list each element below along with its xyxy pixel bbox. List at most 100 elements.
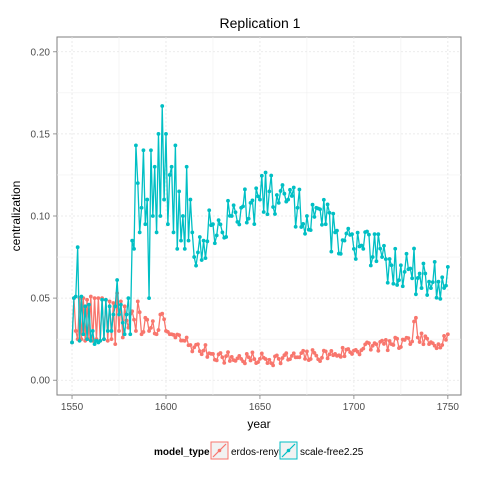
grid: [57, 37, 461, 395]
point-scale-free2-25: [154, 230, 159, 235]
point-scale-free2-25: [436, 279, 441, 284]
point-scale-free2-25: [391, 281, 396, 286]
point-scale-free2-25: [190, 230, 195, 235]
point-scale-free2-25: [286, 197, 291, 202]
point-erdos-renyi: [320, 355, 324, 360]
point-scale-free2-25: [250, 198, 255, 203]
point-erdos-renyi: [196, 342, 200, 347]
point-erdos-renyi: [265, 361, 270, 366]
point-scale-free2-25: [233, 210, 238, 215]
point-scale-free2-25: [312, 215, 317, 219]
point-scale-free2-25: [156, 131, 161, 136]
point-erdos-renyi: [445, 332, 450, 337]
point-erdos-renyi: [147, 329, 151, 333]
point-erdos-renyi: [263, 357, 268, 361]
point-erdos-renyi: [440, 343, 445, 347]
point-scale-free2-25: [423, 271, 428, 276]
point-scale-free2-25: [70, 340, 74, 345]
point-scale-free2-25: [325, 202, 330, 207]
legend-point-scale-free: [286, 448, 291, 453]
point-erdos-renyi: [190, 349, 195, 354]
point-scale-free2-25: [372, 232, 377, 237]
point-erdos-renyi: [73, 329, 78, 333]
point-scale-free2-25: [289, 194, 294, 198]
point-scale-free2-25: [81, 332, 86, 337]
point-scale-free2-25: [139, 205, 144, 210]
y-tick-label: 0.20: [31, 47, 51, 58]
point-erdos-renyi: [107, 299, 112, 304]
point-erdos-renyi: [182, 338, 187, 343]
point-erdos-renyi: [291, 351, 296, 356]
point-scale-free2-25: [265, 212, 270, 217]
point-scale-free2-25: [173, 143, 178, 148]
point-erdos-renyi: [383, 338, 388, 342]
point-scale-free2-25: [87, 302, 91, 307]
point-scale-free2-25: [252, 222, 257, 227]
point-erdos-renyi: [237, 354, 242, 358]
point-erdos-renyi: [444, 337, 448, 342]
point-scale-free2-25: [327, 210, 332, 215]
point-erdos-renyi: [250, 350, 255, 355]
point-erdos-renyi: [259, 351, 264, 356]
point-erdos-renyi: [367, 341, 371, 346]
point-scale-free2-25: [231, 203, 236, 208]
point-scale-free2-25: [199, 258, 204, 262]
point-erdos-renyi: [395, 336, 400, 341]
point-erdos-renyi: [303, 356, 307, 361]
point-erdos-renyi: [323, 349, 328, 354]
point-erdos-renyi: [289, 354, 294, 358]
point-erdos-renyi: [442, 333, 446, 338]
point-scale-free2-25: [280, 183, 285, 187]
point-scale-free2-25: [132, 246, 136, 251]
point-scale-free2-25: [73, 294, 78, 299]
point-scale-free2-25: [342, 238, 347, 243]
point-scale-free2-25: [261, 210, 266, 214]
point-scale-free2-25: [122, 332, 127, 337]
point-erdos-renyi: [288, 357, 292, 362]
point-erdos-renyi: [338, 354, 343, 359]
point-scale-free2-25: [350, 232, 354, 237]
point-scale-free2-25: [397, 278, 401, 283]
point-erdos-renyi: [380, 338, 384, 343]
point-scale-free2-25: [182, 246, 187, 251]
point-erdos-renyi: [410, 339, 415, 344]
point-erdos-renyi: [374, 342, 379, 347]
point-erdos-renyi: [197, 349, 202, 354]
point-scale-free2-25: [421, 261, 426, 266]
point-scale-free2-25: [75, 245, 80, 250]
legend-item-scale-free: scale-free2.25: [279, 441, 364, 460]
point-erdos-renyi: [173, 335, 178, 340]
point-scale-free2-25: [335, 228, 339, 233]
legend-label-erdos-renyi: erdos-renyi: [231, 447, 281, 458]
point-scale-free2-25: [113, 304, 118, 309]
point-scale-free2-25: [374, 259, 379, 264]
point-erdos-renyi: [85, 297, 89, 302]
point-erdos-renyi: [342, 354, 347, 359]
point-erdos-renyi: [177, 333, 182, 338]
point-scale-free2-25: [246, 216, 251, 221]
point-erdos-renyi: [192, 345, 197, 350]
point-erdos-renyi: [134, 329, 138, 333]
point-scale-free2-25: [165, 222, 170, 227]
point-scale-free2-25: [288, 187, 292, 192]
point-erdos-renyi: [421, 342, 426, 347]
chart-title: Replication 1: [220, 15, 301, 31]
point-scale-free2-25: [387, 257, 392, 261]
point-erdos-renyi: [271, 363, 275, 368]
point-scale-free2-25: [395, 283, 400, 287]
point-erdos-renyi: [88, 294, 93, 299]
point-scale-free2-25: [267, 189, 272, 194]
point-scale-free2-25: [382, 243, 386, 248]
point-erdos-renyi: [113, 342, 118, 346]
point-scale-free2-25: [310, 202, 315, 207]
legend-label-scale-free: scale-free2.25: [300, 447, 364, 458]
point-scale-free2-25: [175, 246, 180, 251]
point-scale-free2-25: [254, 186, 259, 191]
x-tick-label: 1550: [61, 402, 84, 413]
point-scale-free2-25: [237, 222, 242, 227]
point-erdos-renyi: [284, 351, 289, 356]
point-scale-free2-25: [353, 257, 358, 261]
point-scale-free2-25: [141, 148, 146, 153]
point-scale-free2-25: [429, 286, 433, 291]
point-erdos-renyi: [436, 342, 441, 346]
